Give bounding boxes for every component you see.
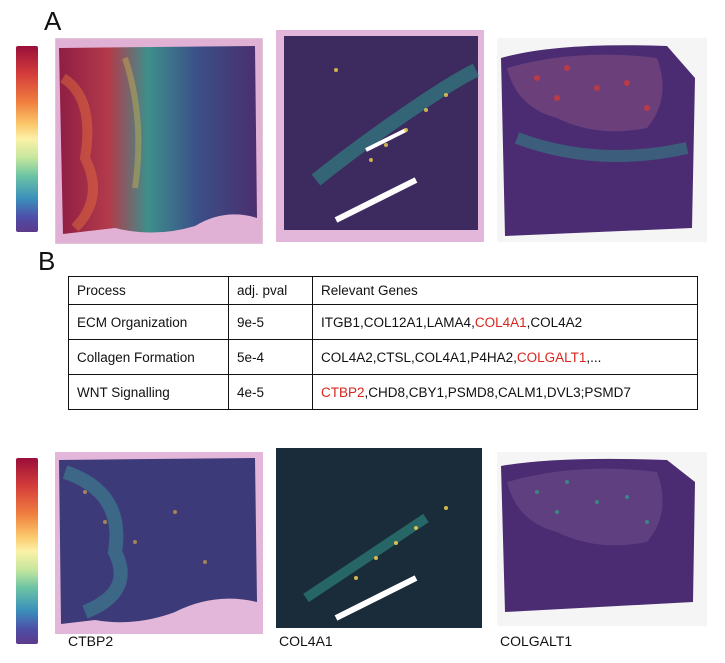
- gene-text: ,COL4A2: [526, 314, 583, 330]
- pval-cell: 5e-4: [228, 339, 313, 375]
- highlighted-gene: COLGALT1: [516, 349, 587, 365]
- highlighted-gene: COL4A1: [474, 314, 527, 330]
- header-process: Process: [68, 276, 229, 305]
- pval-cell: 4e-5: [228, 374, 313, 410]
- genes-cell: CTBP2,CHD8,CBY1,PSMD8,CALM1,DVL3;PSMD7: [312, 374, 698, 410]
- genes-cell: ITGB1,COL12A1,LAMA4,COL4A1,COL4A2: [312, 304, 698, 340]
- panel-a-label: A: [44, 6, 62, 36]
- gene-label-ctbp2: CTBP2: [68, 633, 114, 649]
- spatial-image-col4a1: [276, 448, 482, 628]
- table-row: ECM Organization 9e-5 ITGB1,COL12A1,LAMA4,…: [68, 304, 698, 340]
- enrichment-table: Process adj. pval Relevant Genes ECM Org…: [68, 276, 698, 410]
- spatial-image-a3: [497, 38, 707, 242]
- spatial-image-ctbp2: [55, 452, 263, 634]
- spatial-image-a1: [55, 38, 263, 244]
- highlighted-gene: CTBP2: [321, 384, 365, 400]
- gene-text: ,CHD8,CBY1,PSMD8,CALM1,DVL3;PSMD7: [364, 384, 631, 400]
- gene-label-col4a1: COL4A1: [279, 633, 333, 649]
- header-adj-pval: adj. pval: [228, 276, 313, 305]
- spatial-image-colgalt1: [497, 452, 707, 626]
- genes-cell: COL4A2,CTSL,COL4A1,P4HA2,COLGALT1,...: [312, 339, 698, 375]
- table-row: Collagen Formation 5e-4 COL4A2,CTSL,COL4A1…: [68, 339, 698, 375]
- gene-text: ,...: [586, 349, 602, 365]
- colorbar-bottom: [16, 458, 38, 644]
- panel-b-label: B: [38, 246, 56, 276]
- gene-text: COL4A2,CTSL,COL4A1,P4HA2,: [321, 349, 517, 365]
- pval-cell: 9e-5: [228, 304, 313, 340]
- header-relevant-genes: Relevant Genes: [312, 276, 698, 305]
- colorbar-top: [16, 46, 38, 232]
- process-cell: WNT Signalling: [68, 374, 229, 410]
- gene-label-colgalt1: COLGALT1: [500, 633, 573, 649]
- process-cell: Collagen Formation: [68, 339, 229, 375]
- gene-text: ITGB1,COL12A1,LAMA4,: [321, 314, 475, 330]
- spatial-image-a2: [276, 30, 484, 242]
- table-row: WNT Signalling 4e-5 CTBP2,CHD8,CBY1,PSMD8,…: [68, 374, 698, 410]
- process-cell: ECM Organization: [68, 304, 229, 340]
- table-header-row: Process adj. pval Relevant Genes: [68, 276, 698, 305]
